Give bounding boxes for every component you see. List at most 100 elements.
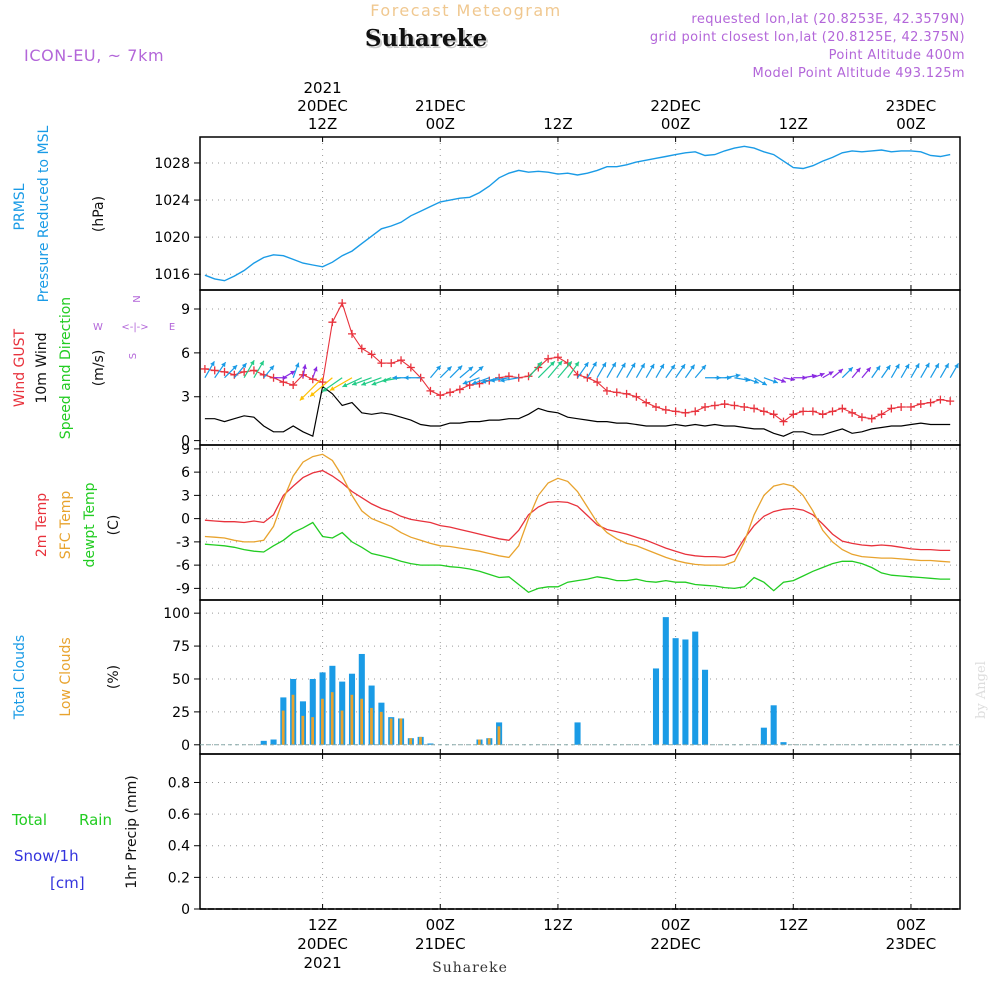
wind-arrow-head bbox=[313, 366, 318, 372]
wind-gust-marker bbox=[710, 401, 719, 410]
panel-frame bbox=[199, 444, 961, 601]
wind-dir-label: Speed and Direction bbox=[58, 297, 74, 439]
wind-gust-marker bbox=[377, 359, 386, 368]
top-time-label: 20DEC bbox=[297, 97, 348, 115]
y-tick-label: 1028 bbox=[154, 156, 190, 172]
wind-arrow-head bbox=[259, 360, 264, 366]
wind-gust-marker bbox=[671, 407, 680, 416]
wind-arrow-head bbox=[468, 366, 474, 372]
wind-arrow-head bbox=[828, 371, 834, 376]
location-title: Suhareke bbox=[365, 25, 487, 52]
panel-frame bbox=[199, 753, 961, 910]
cloud-low-bar bbox=[311, 717, 314, 745]
cloud-low-bar bbox=[399, 718, 403, 745]
wind-gust-marker bbox=[249, 366, 258, 375]
y-tick-label: 1016 bbox=[154, 267, 190, 283]
wind-gust-marker bbox=[426, 386, 435, 395]
wind-arrow bbox=[567, 361, 580, 379]
wind-arrow-head bbox=[847, 367, 853, 373]
y-tick-label: 50 bbox=[172, 672, 190, 688]
y-tick-label: 6 bbox=[181, 465, 190, 481]
wind-arrow-head bbox=[701, 365, 706, 370]
wind-arrow bbox=[321, 377, 343, 393]
panel-frame bbox=[199, 289, 961, 446]
cloud-low-bar bbox=[360, 698, 364, 745]
bottom-time-label: 00Z bbox=[661, 916, 690, 934]
wind-arrow-head bbox=[885, 365, 891, 371]
precip-cm-label: [cm] bbox=[50, 874, 85, 892]
wind-arrow-shaft bbox=[309, 377, 333, 397]
model-name: ICON-EU, ~ 7km bbox=[24, 46, 164, 65]
top-time-label: 23DEC bbox=[886, 97, 937, 115]
bottom-time-label: 12Z bbox=[543, 916, 572, 934]
wind-arrow bbox=[299, 377, 324, 401]
wind-gust-marker bbox=[544, 354, 553, 363]
cloud-total-bar bbox=[760, 727, 767, 745]
wind-arrow-head bbox=[790, 376, 796, 382]
cloud-total-bar bbox=[427, 743, 434, 745]
wind-arrow-head bbox=[299, 395, 305, 401]
wind-arrow bbox=[329, 377, 353, 392]
wind-arrow-head bbox=[241, 363, 247, 369]
wind-arrow-head bbox=[601, 362, 607, 368]
wind-gust-marker bbox=[397, 356, 406, 365]
cloud-total-bar bbox=[770, 705, 777, 745]
wind-arrow bbox=[655, 363, 665, 379]
wind-arrow bbox=[253, 360, 265, 379]
cloud-total-bar bbox=[652, 668, 660, 745]
wind-gust-marker bbox=[926, 398, 935, 407]
wind-arrow bbox=[342, 377, 363, 388]
wind-arrow bbox=[292, 362, 300, 378]
wind-arrow bbox=[694, 364, 707, 379]
wind-gust-marker bbox=[465, 381, 474, 390]
wind-arrow-head bbox=[557, 360, 563, 366]
wind-arrow-head bbox=[914, 363, 920, 369]
wind-gust-marker bbox=[367, 350, 376, 359]
bottom-time-label: 2021 bbox=[303, 954, 341, 972]
wind-arrow bbox=[684, 364, 696, 379]
temp-unit: (C) bbox=[106, 515, 122, 536]
top-time-label: 12Z bbox=[779, 115, 808, 133]
wind-gust-marker bbox=[220, 367, 229, 376]
wind-arrow-head bbox=[895, 363, 900, 369]
bottom-time-label: 22DEC bbox=[650, 935, 701, 953]
y-tick-label: -6 bbox=[176, 558, 190, 574]
wind-arrow-head bbox=[210, 361, 215, 367]
wind-arrow bbox=[528, 361, 543, 379]
pressure-label-2: Pressure Reduced to MSL bbox=[36, 125, 52, 302]
wind-arrow bbox=[675, 363, 686, 379]
product-title: Forecast Meteogram bbox=[370, 1, 561, 20]
wind-gust-marker bbox=[769, 410, 778, 419]
compass-arrows: <-|-> bbox=[121, 322, 148, 333]
wind-gust-marker bbox=[740, 402, 749, 411]
wind-arrow bbox=[577, 361, 589, 379]
cloud-low-bar bbox=[487, 738, 491, 745]
wind-arrow bbox=[233, 362, 247, 379]
wind-arrow bbox=[949, 363, 960, 379]
bottom-time-label: 20DEC bbox=[297, 935, 348, 953]
wind-arrow-head bbox=[381, 378, 387, 383]
temp-line-sfc bbox=[204, 453, 951, 566]
wind-arrow-head bbox=[490, 377, 495, 383]
wind-arrow bbox=[645, 363, 655, 379]
wind-arrow bbox=[939, 363, 950, 379]
wind-arrow-head bbox=[294, 362, 300, 368]
top-time-label: 00Z bbox=[426, 115, 455, 133]
cloud-low-bar bbox=[321, 698, 324, 745]
temp-line-dewpt bbox=[204, 521, 951, 594]
wind-gust-label: Wind GUST bbox=[12, 328, 28, 407]
wind-gust-marker bbox=[818, 410, 827, 419]
compass-e: E bbox=[169, 322, 175, 333]
wind-arrow-head bbox=[342, 382, 348, 388]
wind-arrow bbox=[665, 364, 676, 379]
wind-arrow-head bbox=[866, 367, 871, 373]
wind-gust-marker bbox=[357, 344, 366, 353]
y-tick-label: 0 bbox=[181, 738, 190, 754]
wind-arrow-head bbox=[954, 363, 959, 369]
cloud-low-bar bbox=[379, 711, 383, 745]
cloud-total-bar bbox=[260, 740, 267, 745]
watermark: by Angel bbox=[974, 661, 989, 719]
wind-arrow bbox=[596, 362, 607, 379]
wind-gust-marker bbox=[583, 373, 592, 382]
wind-arrow bbox=[243, 359, 255, 379]
